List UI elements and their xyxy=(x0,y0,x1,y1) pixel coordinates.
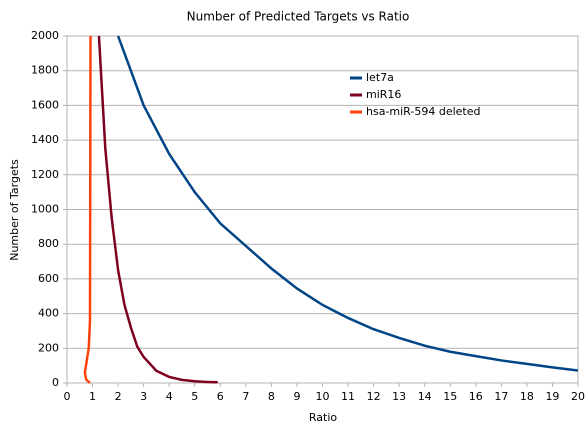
y-tick-label: 200 xyxy=(38,341,59,354)
x-tick-label: 12 xyxy=(367,390,381,403)
x-tick-label: 20 xyxy=(571,390,585,403)
y-tick-label: 1600 xyxy=(31,98,59,111)
x-tick-label: 6 xyxy=(217,390,224,403)
x-tick-label: 14 xyxy=(418,390,432,403)
x-tick-label: 8 xyxy=(268,390,275,403)
x-tick-label: 13 xyxy=(392,390,406,403)
y-axis-label: Number of Targets xyxy=(8,159,21,261)
x-tick-label: 4 xyxy=(166,390,173,403)
series-line xyxy=(83,35,92,384)
x-tick-label: 18 xyxy=(520,390,534,403)
series-line xyxy=(116,35,578,372)
x-tick-label: 1 xyxy=(89,390,96,403)
y-tick-label: 800 xyxy=(38,237,59,250)
legend-label: miR16 xyxy=(366,88,401,101)
y-tick-label: 1000 xyxy=(31,203,59,216)
y-tick-label: 400 xyxy=(38,307,59,320)
plot-frame xyxy=(66,35,579,384)
x-tick-label: 2 xyxy=(115,390,122,403)
series-line xyxy=(97,35,218,384)
x-tick-label: 10 xyxy=(316,390,330,403)
y-tick-label: 1800 xyxy=(31,64,59,77)
legend-label: let7a xyxy=(366,71,394,84)
x-tick-label: 19 xyxy=(545,390,559,403)
y-tick-label: 600 xyxy=(38,272,59,285)
chart-title: Number of Predicted Targets vs Ratio xyxy=(187,10,410,24)
x-tick-label: 0 xyxy=(64,390,71,403)
y-tick-label: 1200 xyxy=(31,168,59,181)
x-tick-label: 11 xyxy=(341,390,355,403)
x-tick-label: 5 xyxy=(191,390,198,403)
x-tick-label: 16 xyxy=(469,390,483,403)
legend-label: hsa-miR-594 deleted xyxy=(366,105,480,118)
x-tick-label: 17 xyxy=(494,390,508,403)
y-tick-label: 0 xyxy=(52,376,59,389)
x-tick-label: 3 xyxy=(140,390,147,403)
x-tick-label: 7 xyxy=(242,390,249,403)
x-axis-label: Ratio xyxy=(309,411,338,424)
x-tick-label: 15 xyxy=(443,390,457,403)
x-tick-label: 9 xyxy=(293,390,300,403)
y-tick-label: 1400 xyxy=(31,133,59,146)
y-tick-label: 2000 xyxy=(31,29,59,42)
